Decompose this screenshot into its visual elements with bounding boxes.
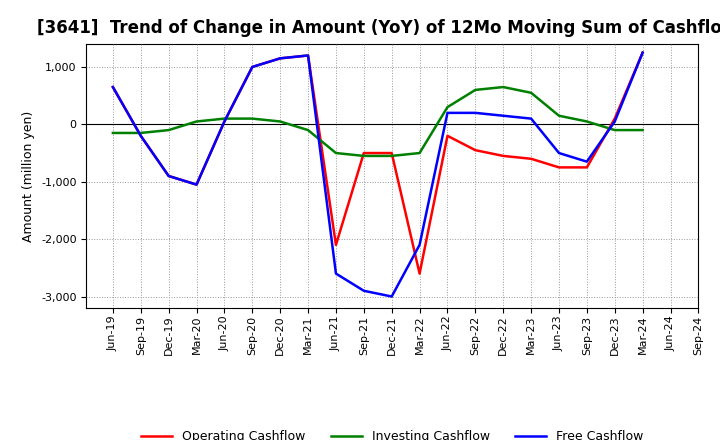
Operating Cashflow bbox=[415, 271, 424, 276]
Operating Cashflow bbox=[443, 133, 451, 139]
Investing Cashflow bbox=[164, 128, 173, 133]
Investing Cashflow bbox=[220, 116, 229, 121]
Free Cashflow bbox=[164, 173, 173, 179]
Investing Cashflow bbox=[527, 90, 536, 95]
Free Cashflow bbox=[415, 242, 424, 248]
Free Cashflow bbox=[387, 294, 396, 299]
Free Cashflow bbox=[276, 56, 284, 61]
Operating Cashflow bbox=[554, 165, 563, 170]
Operating Cashflow bbox=[220, 119, 229, 124]
Operating Cashflow bbox=[332, 242, 341, 248]
Legend: Operating Cashflow, Investing Cashflow, Free Cashflow: Operating Cashflow, Investing Cashflow, … bbox=[136, 425, 649, 440]
Investing Cashflow bbox=[639, 128, 647, 133]
Investing Cashflow bbox=[471, 87, 480, 92]
Investing Cashflow bbox=[276, 119, 284, 124]
Operating Cashflow bbox=[304, 53, 312, 58]
Free Cashflow bbox=[443, 110, 451, 116]
Y-axis label: Amount (million yen): Amount (million yen) bbox=[22, 110, 35, 242]
Investing Cashflow bbox=[192, 119, 201, 124]
Investing Cashflow bbox=[499, 84, 508, 90]
Investing Cashflow bbox=[443, 104, 451, 110]
Free Cashflow bbox=[220, 119, 229, 124]
Free Cashflow bbox=[527, 116, 536, 121]
Investing Cashflow bbox=[332, 150, 341, 156]
Free Cashflow bbox=[611, 119, 619, 124]
Free Cashflow bbox=[248, 64, 256, 70]
Investing Cashflow bbox=[359, 153, 368, 158]
Operating Cashflow bbox=[499, 153, 508, 158]
Investing Cashflow bbox=[304, 128, 312, 133]
Title: [3641]  Trend of Change in Amount (YoY) of 12Mo Moving Sum of Cashflows: [3641] Trend of Change in Amount (YoY) o… bbox=[37, 19, 720, 37]
Investing Cashflow bbox=[109, 130, 117, 136]
Free Cashflow bbox=[332, 271, 341, 276]
Free Cashflow bbox=[499, 113, 508, 118]
Operating Cashflow bbox=[248, 64, 256, 70]
Line: Operating Cashflow: Operating Cashflow bbox=[113, 53, 643, 274]
Investing Cashflow bbox=[611, 128, 619, 133]
Operating Cashflow bbox=[192, 182, 201, 187]
Investing Cashflow bbox=[387, 153, 396, 158]
Free Cashflow bbox=[109, 84, 117, 90]
Operating Cashflow bbox=[387, 150, 396, 156]
Free Cashflow bbox=[359, 288, 368, 293]
Investing Cashflow bbox=[582, 119, 591, 124]
Operating Cashflow bbox=[276, 56, 284, 61]
Operating Cashflow bbox=[582, 165, 591, 170]
Operating Cashflow bbox=[164, 173, 173, 179]
Free Cashflow bbox=[554, 150, 563, 156]
Operating Cashflow bbox=[611, 116, 619, 121]
Free Cashflow bbox=[192, 182, 201, 187]
Investing Cashflow bbox=[248, 116, 256, 121]
Operating Cashflow bbox=[359, 150, 368, 156]
Operating Cashflow bbox=[639, 50, 647, 55]
Investing Cashflow bbox=[415, 150, 424, 156]
Investing Cashflow bbox=[554, 113, 563, 118]
Free Cashflow bbox=[582, 159, 591, 164]
Operating Cashflow bbox=[527, 156, 536, 161]
Investing Cashflow bbox=[137, 130, 145, 136]
Operating Cashflow bbox=[137, 133, 145, 139]
Operating Cashflow bbox=[109, 84, 117, 90]
Line: Investing Cashflow: Investing Cashflow bbox=[113, 87, 643, 156]
Free Cashflow bbox=[639, 50, 647, 55]
Free Cashflow bbox=[304, 53, 312, 58]
Free Cashflow bbox=[137, 133, 145, 139]
Free Cashflow bbox=[471, 110, 480, 116]
Line: Free Cashflow: Free Cashflow bbox=[113, 53, 643, 297]
Operating Cashflow bbox=[471, 147, 480, 153]
